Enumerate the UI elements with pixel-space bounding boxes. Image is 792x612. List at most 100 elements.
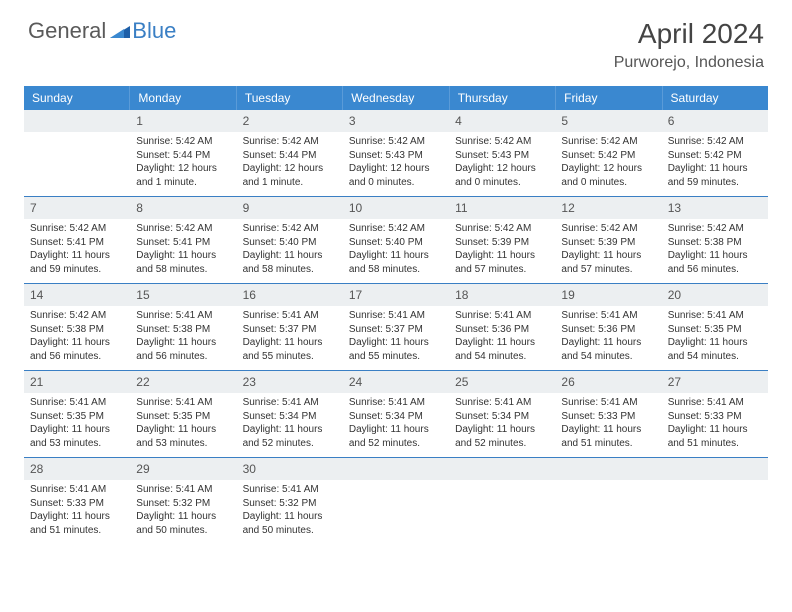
calendar: Sunday Monday Tuesday Wednesday Thursday… bbox=[24, 86, 768, 544]
sunset-text: Sunset: 5:43 PM bbox=[455, 149, 549, 163]
sunrise-text: Sunrise: 5:42 AM bbox=[243, 222, 337, 236]
sunrise-text: Sunrise: 5:42 AM bbox=[30, 309, 124, 323]
day-number: 8 bbox=[130, 197, 236, 219]
daylight-text: Daylight: 11 hours and 59 minutes. bbox=[30, 249, 124, 276]
day-cell: 24Sunrise: 5:41 AMSunset: 5:34 PMDayligh… bbox=[343, 371, 449, 457]
day-body: Sunrise: 5:41 AMSunset: 5:34 PMDaylight:… bbox=[237, 393, 343, 456]
day-body: Sunrise: 5:42 AMSunset: 5:40 PMDaylight:… bbox=[343, 219, 449, 282]
daylight-text: Daylight: 12 hours and 0 minutes. bbox=[455, 162, 549, 189]
day-cell: 15Sunrise: 5:41 AMSunset: 5:38 PMDayligh… bbox=[130, 284, 236, 370]
sunset-text: Sunset: 5:33 PM bbox=[668, 410, 762, 424]
day-body: Sunrise: 5:41 AMSunset: 5:37 PMDaylight:… bbox=[237, 306, 343, 369]
sunrise-text: Sunrise: 5:41 AM bbox=[668, 396, 762, 410]
week-row: 21Sunrise: 5:41 AMSunset: 5:35 PMDayligh… bbox=[24, 371, 768, 458]
day-body: Sunrise: 5:42 AMSunset: 5:42 PMDaylight:… bbox=[555, 132, 661, 195]
day-cell: 28Sunrise: 5:41 AMSunset: 5:33 PMDayligh… bbox=[24, 458, 130, 544]
day-number: 6 bbox=[662, 110, 768, 132]
day-cell: 9Sunrise: 5:42 AMSunset: 5:40 PMDaylight… bbox=[237, 197, 343, 283]
day-number: 2 bbox=[237, 110, 343, 132]
sunset-text: Sunset: 5:43 PM bbox=[349, 149, 443, 163]
sunset-text: Sunset: 5:42 PM bbox=[668, 149, 762, 163]
sunrise-text: Sunrise: 5:41 AM bbox=[136, 309, 230, 323]
day-number: 7 bbox=[24, 197, 130, 219]
daylight-text: Daylight: 11 hours and 56 minutes. bbox=[668, 249, 762, 276]
daylight-text: Daylight: 12 hours and 1 minute. bbox=[243, 162, 337, 189]
day-number: 24 bbox=[343, 371, 449, 393]
title-block: April 2024 Purworejo, Indonesia bbox=[614, 18, 764, 72]
day-body: Sunrise: 5:41 AMSunset: 5:35 PMDaylight:… bbox=[24, 393, 130, 456]
sunrise-text: Sunrise: 5:41 AM bbox=[30, 396, 124, 410]
sunrise-text: Sunrise: 5:42 AM bbox=[561, 135, 655, 149]
day-cell: 26Sunrise: 5:41 AMSunset: 5:33 PMDayligh… bbox=[555, 371, 661, 457]
sunset-text: Sunset: 5:39 PM bbox=[455, 236, 549, 250]
daylight-text: Daylight: 11 hours and 56 minutes. bbox=[136, 336, 230, 363]
sunset-text: Sunset: 5:44 PM bbox=[243, 149, 337, 163]
day-cell: 18Sunrise: 5:41 AMSunset: 5:36 PMDayligh… bbox=[449, 284, 555, 370]
day-body: Sunrise: 5:42 AMSunset: 5:44 PMDaylight:… bbox=[237, 132, 343, 195]
day-body: Sunrise: 5:41 AMSunset: 5:35 PMDaylight:… bbox=[662, 306, 768, 369]
day-cell: 25Sunrise: 5:41 AMSunset: 5:34 PMDayligh… bbox=[449, 371, 555, 457]
sunrise-text: Sunrise: 5:42 AM bbox=[243, 135, 337, 149]
sunset-text: Sunset: 5:37 PM bbox=[243, 323, 337, 337]
day-cell: 16Sunrise: 5:41 AMSunset: 5:37 PMDayligh… bbox=[237, 284, 343, 370]
day-cell: 21Sunrise: 5:41 AMSunset: 5:35 PMDayligh… bbox=[24, 371, 130, 457]
day-cell: 27Sunrise: 5:41 AMSunset: 5:33 PMDayligh… bbox=[662, 371, 768, 457]
day-body: Sunrise: 5:42 AMSunset: 5:41 PMDaylight:… bbox=[130, 219, 236, 282]
sunrise-text: Sunrise: 5:41 AM bbox=[561, 309, 655, 323]
dow-saturday: Saturday bbox=[663, 86, 768, 110]
day-cell: 12Sunrise: 5:42 AMSunset: 5:39 PMDayligh… bbox=[555, 197, 661, 283]
brand-text-general: General bbox=[28, 18, 106, 44]
header: General Blue April 2024 Purworejo, Indon… bbox=[0, 0, 792, 78]
sunset-text: Sunset: 5:34 PM bbox=[243, 410, 337, 424]
daylight-text: Daylight: 11 hours and 57 minutes. bbox=[561, 249, 655, 276]
day-number: 12 bbox=[555, 197, 661, 219]
daylight-text: Daylight: 11 hours and 51 minutes. bbox=[561, 423, 655, 450]
day-number: 14 bbox=[24, 284, 130, 306]
month-title: April 2024 bbox=[614, 18, 764, 50]
dow-monday: Monday bbox=[130, 86, 236, 110]
sunset-text: Sunset: 5:38 PM bbox=[668, 236, 762, 250]
sunrise-text: Sunrise: 5:42 AM bbox=[668, 222, 762, 236]
sunset-text: Sunset: 5:32 PM bbox=[243, 497, 337, 511]
sunset-text: Sunset: 5:35 PM bbox=[668, 323, 762, 337]
sunset-text: Sunset: 5:42 PM bbox=[561, 149, 655, 163]
dow-friday: Friday bbox=[556, 86, 662, 110]
day-cell: 8Sunrise: 5:42 AMSunset: 5:41 PMDaylight… bbox=[130, 197, 236, 283]
day-cell: 7Sunrise: 5:42 AMSunset: 5:41 PMDaylight… bbox=[24, 197, 130, 283]
daylight-text: Daylight: 11 hours and 50 minutes. bbox=[136, 510, 230, 537]
sunset-text: Sunset: 5:38 PM bbox=[30, 323, 124, 337]
day-body: Sunrise: 5:42 AMSunset: 5:43 PMDaylight:… bbox=[449, 132, 555, 195]
daylight-text: Daylight: 11 hours and 51 minutes. bbox=[668, 423, 762, 450]
week-row: 1Sunrise: 5:42 AMSunset: 5:44 PMDaylight… bbox=[24, 110, 768, 197]
sunset-text: Sunset: 5:39 PM bbox=[561, 236, 655, 250]
dow-tuesday: Tuesday bbox=[237, 86, 343, 110]
daylight-text: Daylight: 12 hours and 0 minutes. bbox=[561, 162, 655, 189]
daylight-text: Daylight: 11 hours and 53 minutes. bbox=[30, 423, 124, 450]
sunset-text: Sunset: 5:34 PM bbox=[455, 410, 549, 424]
daylight-text: Daylight: 11 hours and 54 minutes. bbox=[561, 336, 655, 363]
day-number: 28 bbox=[24, 458, 130, 480]
day-cell: 20Sunrise: 5:41 AMSunset: 5:35 PMDayligh… bbox=[662, 284, 768, 370]
daylight-text: Daylight: 11 hours and 57 minutes. bbox=[455, 249, 549, 276]
day-number: 23 bbox=[237, 371, 343, 393]
daylight-text: Daylight: 11 hours and 52 minutes. bbox=[455, 423, 549, 450]
logo-triangle-icon bbox=[110, 24, 130, 38]
sunrise-text: Sunrise: 5:42 AM bbox=[455, 222, 549, 236]
day-number: 19 bbox=[555, 284, 661, 306]
brand-logo: General Blue bbox=[28, 18, 176, 44]
sunset-text: Sunset: 5:40 PM bbox=[349, 236, 443, 250]
brand-text-blue: Blue bbox=[132, 18, 176, 44]
daylight-text: Daylight: 11 hours and 56 minutes. bbox=[30, 336, 124, 363]
day-body: Sunrise: 5:41 AMSunset: 5:35 PMDaylight:… bbox=[130, 393, 236, 456]
day-body: Sunrise: 5:42 AMSunset: 5:40 PMDaylight:… bbox=[237, 219, 343, 282]
day-number bbox=[449, 458, 555, 480]
day-body: Sunrise: 5:41 AMSunset: 5:34 PMDaylight:… bbox=[449, 393, 555, 456]
sunrise-text: Sunrise: 5:41 AM bbox=[243, 483, 337, 497]
sunset-text: Sunset: 5:35 PM bbox=[30, 410, 124, 424]
day-cell: 5Sunrise: 5:42 AMSunset: 5:42 PMDaylight… bbox=[555, 110, 661, 196]
day-cell: 23Sunrise: 5:41 AMSunset: 5:34 PMDayligh… bbox=[237, 371, 343, 457]
day-cell: 19Sunrise: 5:41 AMSunset: 5:36 PMDayligh… bbox=[555, 284, 661, 370]
sunset-text: Sunset: 5:37 PM bbox=[349, 323, 443, 337]
day-number: 25 bbox=[449, 371, 555, 393]
day-cell: 30Sunrise: 5:41 AMSunset: 5:32 PMDayligh… bbox=[237, 458, 343, 544]
